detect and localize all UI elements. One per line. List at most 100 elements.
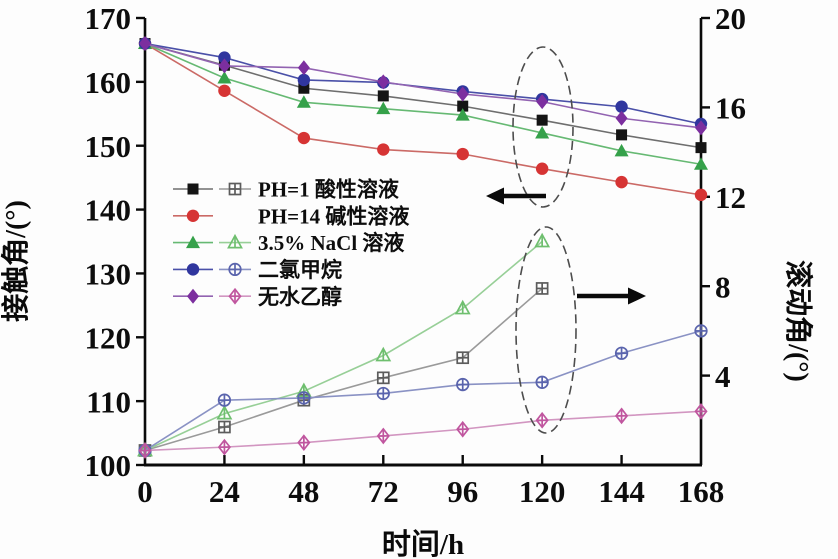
annotation-ellipse-lower — [515, 226, 577, 434]
series-contact-angle-4 — [139, 36, 707, 136]
marker — [456, 377, 470, 392]
marker — [694, 157, 708, 170]
marker — [217, 393, 232, 407]
marker — [218, 420, 231, 434]
legend-label: 3.5% NaCl 溶液 — [258, 231, 404, 255]
marker — [376, 101, 391, 115]
marker — [535, 375, 549, 389]
x-tick-label: 120 — [519, 474, 566, 509]
left-tick-label: 120 — [85, 320, 132, 355]
marker — [535, 411, 549, 429]
left-tick-label: 170 — [85, 1, 132, 36]
marker — [695, 142, 707, 154]
annotation-arrow-left — [486, 187, 546, 205]
marker — [297, 434, 311, 452]
marker — [456, 147, 469, 161]
marker — [376, 427, 390, 445]
series-rolling-angle-8 — [138, 402, 708, 459]
legend-label: PH=1 酸性溶液 — [258, 178, 399, 202]
x-tick-label: 48 — [288, 474, 319, 509]
x-tick-label: 72 — [368, 474, 399, 509]
legend-label: PH=14 碱性溶液 — [258, 204, 409, 228]
legend-item-3: 二氯甲烷 — [173, 258, 342, 282]
series-rolling-angle-6 — [137, 232, 551, 457]
marker — [217, 71, 232, 84]
marker — [138, 442, 152, 459]
marker — [615, 175, 628, 189]
marker — [615, 110, 628, 126]
marker — [375, 346, 392, 362]
legend-label: 二氯甲烷 — [258, 258, 342, 282]
marker — [377, 90, 389, 102]
marker — [614, 346, 629, 360]
marker — [297, 131, 311, 145]
marker — [297, 60, 310, 76]
marker — [139, 36, 151, 52]
left-tick-label: 100 — [85, 448, 132, 483]
marker — [456, 351, 470, 365]
marker — [218, 84, 231, 97]
marker — [376, 386, 390, 401]
marker — [297, 391, 311, 405]
marker — [298, 82, 310, 94]
marker — [616, 129, 628, 141]
marker — [536, 94, 549, 110]
legend-item-2: 3.5% NaCl 溶液 — [173, 231, 404, 255]
marker — [615, 100, 628, 113]
series-rolling-angle-5 — [138, 282, 549, 457]
marker — [218, 51, 231, 64]
right-tick-label: 12 — [715, 180, 746, 215]
series-rolling-angle-7 — [138, 324, 708, 458]
marker — [454, 299, 471, 315]
marker — [695, 120, 707, 136]
x-tick-label: 96 — [447, 474, 478, 509]
marker — [376, 371, 390, 385]
marker — [535, 282, 549, 295]
marker — [457, 100, 469, 112]
right-tick-label: 8 — [715, 269, 731, 304]
marker — [456, 420, 470, 438]
x-tick-label: 24 — [209, 474, 240, 509]
marker — [216, 404, 233, 420]
marker — [217, 438, 232, 456]
marker — [377, 143, 390, 156]
marker — [297, 73, 311, 87]
legend-item-0: PH=1 酸性溶液 — [173, 178, 399, 202]
left-tick-label: 160 — [85, 65, 132, 100]
marker — [456, 86, 469, 102]
x-tick-label: 0 — [137, 474, 153, 509]
left-tick-label: 130 — [85, 257, 132, 292]
series-contact-angle-1 — [138, 37, 708, 202]
right-axis-title: 滚动角/(°) — [782, 260, 813, 382]
annotation-arrow-right — [577, 287, 646, 305]
marker — [614, 407, 629, 425]
x-axis-title: 时间/h — [381, 529, 465, 559]
marker — [694, 324, 708, 338]
annotation-ellipse-upper — [512, 46, 574, 208]
right-tick-label: 20 — [715, 1, 746, 36]
left-tick-label: 140 — [85, 193, 132, 228]
marker — [614, 143, 629, 157]
marker — [535, 125, 550, 139]
marker — [694, 402, 708, 420]
x-tick-label: 144 — [598, 474, 645, 509]
marker — [535, 162, 549, 175]
x-tick-label: 168 — [678, 474, 725, 509]
right-tick-label: 4 — [715, 359, 731, 394]
legend-label: 无水乙醇 — [258, 285, 342, 309]
marker — [694, 188, 708, 202]
left-tick-label: 110 — [86, 384, 131, 419]
marker — [377, 74, 390, 90]
marker — [536, 114, 548, 126]
right-tick-label: 16 — [715, 91, 746, 126]
left-axis-title: 接触角/(°) — [1, 200, 32, 322]
left-tick-label: 150 — [85, 129, 132, 164]
marker — [534, 232, 551, 248]
marker — [455, 108, 470, 121]
marker — [218, 58, 231, 74]
legend-item-4: 无水乙醇 — [173, 285, 342, 309]
